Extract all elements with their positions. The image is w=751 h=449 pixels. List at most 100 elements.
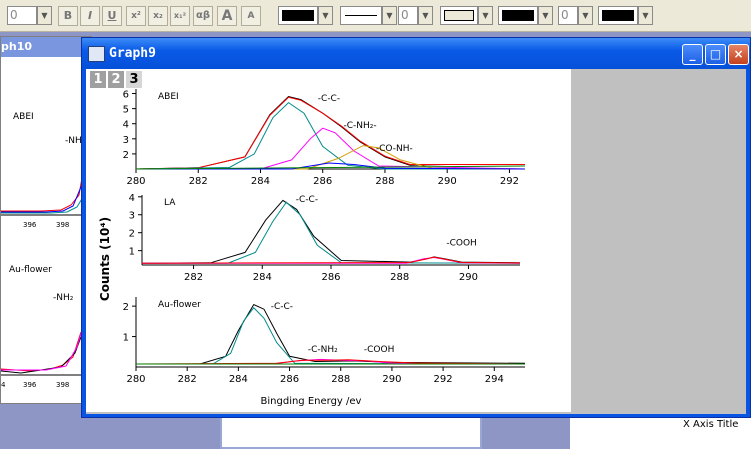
greek-button[interactable]: αβ xyxy=(193,6,213,26)
bg-panel2-tick1: 396 xyxy=(23,381,37,389)
background-graph-canvas: ABEI -NH 396 398 Au-flower -NH₂ 4 396 39… xyxy=(1,112,84,389)
panel1-y-tick-label: 3 xyxy=(123,135,129,146)
pattern-color-dropdown[interactable]: ▼ xyxy=(538,6,553,25)
panel3-annotation: -C-NH₂ xyxy=(308,345,338,355)
panel2-x-tick-label: 286 xyxy=(321,272,340,283)
bg-curve2-black xyxy=(1,336,82,374)
background-window-titlebar[interactable]: ph10 xyxy=(1,37,91,57)
background-window-title: ph10 xyxy=(1,40,33,53)
superscript-button[interactable]: x² xyxy=(126,6,146,26)
x-axis-title-label[interactable]: X Axis Title xyxy=(683,419,739,430)
background-axis-window[interactable] xyxy=(570,412,751,449)
panel1-series-3 xyxy=(135,101,525,170)
graph-page[interactable]: 1 2 3 Counts (10⁴) Bingding Energy /ev 2… xyxy=(86,69,571,412)
panel2-x-tick-label: 282 xyxy=(184,272,203,283)
graph-window-title: Graph9 xyxy=(109,46,156,61)
panel2-x-tick-label: 284 xyxy=(253,272,272,283)
panel3-x-tick-label: 286 xyxy=(280,374,299,385)
bg-panel1-tick1: 396 xyxy=(23,221,37,229)
layer-tab-1[interactable]: 1 xyxy=(90,71,106,88)
font-size-dropdown[interactable]: ▼ xyxy=(37,6,52,25)
panel2-series-2 xyxy=(142,201,521,264)
fill-sample xyxy=(444,10,474,21)
bold-button[interactable]: B xyxy=(58,6,78,26)
fill-color-swatch[interactable] xyxy=(440,6,478,25)
maximize-button[interactable]: □ xyxy=(705,44,726,65)
panel2-y-tick-label: 3 xyxy=(129,211,135,222)
panel2-annotation: -C-C- xyxy=(296,195,318,205)
bg-curve2-magenta xyxy=(1,326,84,371)
panel3-x-tick-label: 280 xyxy=(126,374,145,385)
panel2-y-tick-label: 1 xyxy=(129,247,135,258)
panel1-x-tick-label: 292 xyxy=(500,176,519,187)
border-color-dropdown[interactable]: ▼ xyxy=(638,6,653,25)
panel3-label: Au-flower xyxy=(158,300,201,310)
graph-client-area: 1 2 3 Counts (10⁴) Bingding Energy /ev 2… xyxy=(86,69,746,414)
panel1-annotation: -C-NH₂- xyxy=(343,121,376,131)
panel3-x-tick-label: 282 xyxy=(178,374,197,385)
background-graph-window[interactable]: ph10 ABEI -NH 396 398 Au-flower -NH₂ 4 3… xyxy=(0,36,92,404)
fill-color-dropdown[interactable]: ▼ xyxy=(478,6,493,25)
border-color-swatch[interactable] xyxy=(598,6,638,25)
increase-font-button[interactable]: A xyxy=(217,6,237,26)
panel1-series-4 xyxy=(136,127,526,170)
line-style-swatch[interactable] xyxy=(340,6,382,25)
bg-panel2-label: Au-flower xyxy=(9,265,52,275)
italic-button[interactable]: I xyxy=(80,6,100,26)
subscript-button[interactable]: x₂ xyxy=(148,6,168,26)
graph-window-titlebar[interactable]: Graph9 _ □ × xyxy=(82,38,750,69)
panel3-series-1 xyxy=(136,303,526,365)
panel1-y-tick-label: 4 xyxy=(123,120,129,131)
panel3-x-tick-label: 294 xyxy=(485,374,504,385)
line-style-sample xyxy=(345,15,377,16)
panel2-label: LA xyxy=(164,198,176,208)
panel1-x-tick-label: 288 xyxy=(375,176,394,187)
panel1-series-2 xyxy=(135,96,525,170)
line-width-field[interactable]: 0 xyxy=(398,6,418,25)
font-size-field[interactable]: 0 xyxy=(7,6,37,25)
panel1-y-tick-label: 2 xyxy=(123,150,129,161)
underline-button[interactable]: U xyxy=(102,6,122,26)
minimize-button[interactable]: _ xyxy=(682,44,703,65)
close-button[interactable]: × xyxy=(728,44,749,65)
panel1-series-7 xyxy=(135,165,526,170)
bg-panel2-tick0: 4 xyxy=(1,381,6,389)
line-style-dropdown[interactable]: ▼ xyxy=(382,6,397,25)
panel2-series-4 xyxy=(141,256,521,264)
sub-superscript-button[interactable]: x₁² xyxy=(170,6,190,26)
x-axis-label[interactable]: Bingding Energy /ev xyxy=(261,396,362,407)
layer-tab-2[interactable]: 2 xyxy=(108,71,124,88)
bg-panel1-group: -NH xyxy=(65,136,82,146)
graph-window[interactable]: Graph9 _ □ × 1 2 3 Counts (10⁴) Bingding… xyxy=(81,37,751,418)
panel3-y-tick-label: 1 xyxy=(123,333,129,344)
pattern-width-field[interactable]: 0 xyxy=(558,6,578,25)
bg-panel2-group: -NH₂ xyxy=(53,293,74,303)
panel3-y-tick-label: 2 xyxy=(123,302,129,313)
line-width-dropdown[interactable]: ▼ xyxy=(418,6,433,25)
panel1-x-tick-label: 286 xyxy=(313,176,332,187)
graph-plot-area[interactable]: Counts (10⁴) Bingding Energy /ev 280 282 2… xyxy=(86,69,571,412)
bg-curve-blue xyxy=(1,186,82,213)
line-color-swatch[interactable] xyxy=(278,6,318,25)
panel1-x-tick-label: 282 xyxy=(189,176,208,187)
y-axis-label[interactable]: Counts (10⁴) xyxy=(98,217,112,301)
panel3-annotation: -C-C- xyxy=(271,302,293,312)
decrease-font-button[interactable]: A xyxy=(241,6,261,26)
layer-tab-3[interactable]: 3 xyxy=(126,71,142,88)
line-color-dropdown[interactable]: ▼ xyxy=(318,6,333,25)
panel3-x-tick-label: 290 xyxy=(382,374,401,385)
bg-curve-red xyxy=(1,171,84,212)
panel1-annotation: -C-C- xyxy=(318,94,340,104)
format-toolbar: 0 ▼ B I U x² x₂ x₁² αβ A A ▼ ▼ 0 ▼ ▼ ▼ 0… xyxy=(0,0,751,32)
panel2-y-tick-label: 2 xyxy=(129,229,135,240)
panel1-label: ABEI xyxy=(158,92,179,102)
panel2-series-1 xyxy=(141,199,521,264)
panel2-y-tick-label: 4 xyxy=(129,193,135,204)
panel3-x-tick-label: 288 xyxy=(331,374,350,385)
panel1-x-tick-label: 284 xyxy=(251,176,270,187)
panel2-x-tick-label: 290 xyxy=(459,272,478,283)
panel2-annotation: -COOH xyxy=(446,238,476,248)
graph-window-icon[interactable] xyxy=(88,46,105,62)
pattern-width-dropdown[interactable]: ▼ xyxy=(578,6,593,25)
pattern-color-swatch[interactable] xyxy=(498,6,538,25)
